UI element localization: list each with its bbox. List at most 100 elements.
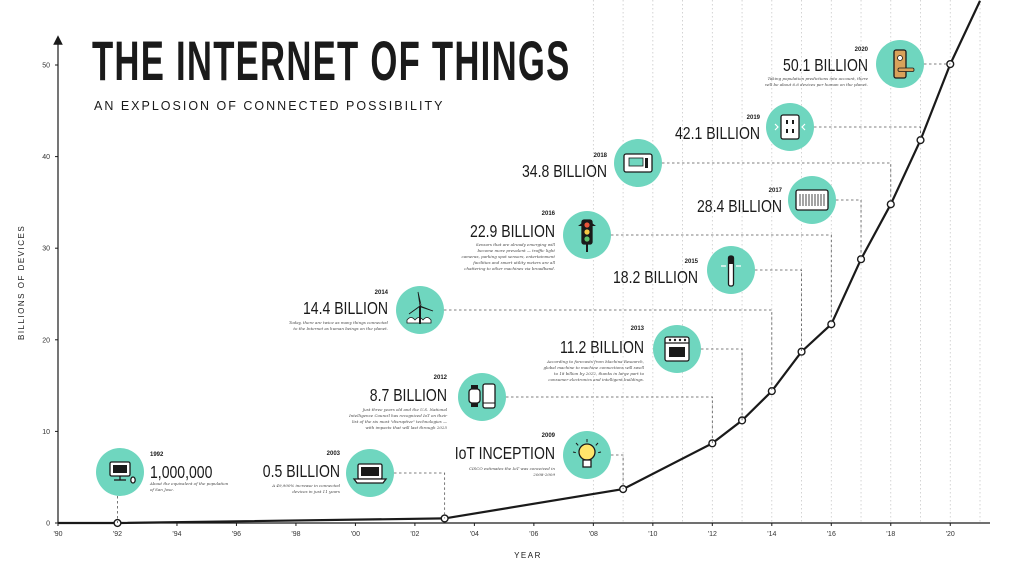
oven-icon xyxy=(664,336,690,362)
y-tick-label: 10 xyxy=(42,429,50,436)
x-tick-label: '16 xyxy=(827,531,836,538)
annotation-description: become more prevalent — traffic light xyxy=(478,248,556,253)
data-point xyxy=(708,439,717,448)
x-tick-label: '96 xyxy=(232,531,241,538)
x-tick-label: '08 xyxy=(589,531,598,538)
leader-line xyxy=(755,269,802,352)
thermostat-icon xyxy=(623,153,653,173)
y-tick-label: 20 xyxy=(42,337,50,344)
leader-line xyxy=(836,199,862,260)
annotation-description: Just three years old and the U.S. Nation… xyxy=(362,407,448,412)
air-conditioner-icon xyxy=(795,189,829,211)
annotation-year: 2014 xyxy=(375,290,389,296)
x-tick-label: '98 xyxy=(291,531,300,538)
x-tick-label: '12 xyxy=(708,531,717,538)
series-line xyxy=(58,0,981,525)
leader-line xyxy=(394,472,446,519)
annotation-2017: 2017 28.4 BILLION xyxy=(697,176,862,260)
annotation-description: list of the six most "disruptive" techno… xyxy=(352,419,447,424)
annotation-value: 11.2 BILLION xyxy=(560,337,644,357)
smartwatch-phone-icon xyxy=(468,383,496,409)
toothbrush-icon xyxy=(721,255,741,287)
x-tick-label: '18 xyxy=(886,531,895,538)
annotation-value: 18.2 BILLION xyxy=(613,267,698,287)
x-tick-label: '94 xyxy=(172,531,181,538)
annotation-value: 34.8 BILLION xyxy=(522,161,607,181)
y-tick-label: 50 xyxy=(42,63,50,70)
annotation-description: chattering to other machines via broadba… xyxy=(464,266,555,271)
annotation-description: devices in just 11 years xyxy=(292,489,340,494)
annotation-description: A 49,900% increase in connected xyxy=(271,483,340,488)
x-tick-label: '14 xyxy=(767,531,776,538)
annotation-description: According to forecasts from Machina Rese… xyxy=(546,359,644,364)
annotation-2015: 2015 18.2 BILLION xyxy=(613,246,802,352)
annotation-year: 2003 xyxy=(327,451,341,457)
leader-line xyxy=(611,234,832,325)
y-axis-label: BILLIONS OF DEVICES xyxy=(17,225,26,340)
x-tick-label: '90 xyxy=(53,531,62,538)
leader-line xyxy=(444,309,773,392)
annotation-description: CISCO estimates the IoT was conceived in xyxy=(469,466,556,471)
annotation-year: 2012 xyxy=(434,375,448,381)
annotation-value: 22.9 BILLION xyxy=(470,221,555,241)
x-axis-ticks: '90 '92 '94 '96 '98 '00 '02 '04 '06 '08 '10 '12 '14 '… xyxy=(53,523,955,538)
computer-icon xyxy=(109,461,136,484)
annotation-description: to the Internet as human beings on the p… xyxy=(293,326,388,331)
x-tick-label: '04 xyxy=(470,531,479,538)
annotation-value: 8.7 BILLION xyxy=(370,385,447,405)
traffic-light-icon xyxy=(578,219,596,252)
x-tick-label: '02 xyxy=(410,531,419,538)
annotation-year: 2018 xyxy=(594,153,608,159)
chart-subtitle: AN EXPLOSION OF CONNECTED POSSIBILITY xyxy=(94,99,444,113)
annotation-year: 2009 xyxy=(542,433,556,439)
lightbulb-icon xyxy=(572,439,602,468)
icon-badge xyxy=(458,373,506,421)
x-tick-label: '06 xyxy=(529,531,538,538)
annotation-description: About the equivalent of the population xyxy=(149,481,229,486)
annotation-description: consumer electronics and intelligent bui… xyxy=(548,377,644,382)
annotation-year: 2017 xyxy=(769,188,783,194)
annotation-description: facilities and smart utility meters are … xyxy=(472,260,555,265)
annotation-value: 0.5 BILLION xyxy=(263,461,340,481)
annotation-2013: 2013 11.2 BILLION According to forecasts f… xyxy=(543,325,743,421)
leader-line xyxy=(814,126,921,141)
x-tick-label: '00 xyxy=(351,531,360,538)
annotation-year: 2013 xyxy=(631,326,645,332)
y-tick-label: 0 xyxy=(46,521,50,528)
leader-line xyxy=(701,348,743,421)
annotation-year: 2020 xyxy=(855,47,869,53)
annotation-2003: 2003 0.5 BILLION A 49,900% increase in con… xyxy=(263,449,446,519)
laptop-icon xyxy=(352,463,388,484)
chart-title: THE INTERNET OF THINGS xyxy=(92,30,571,93)
annotation-description: of San Jose. xyxy=(150,487,174,492)
annotation-value: 14.4 BILLION xyxy=(303,298,388,318)
annotation-description: Today, there are twice as many things co… xyxy=(289,320,389,325)
annotation-description: 2008-2009 xyxy=(532,472,555,477)
annotation-value: 42.1 BILLION xyxy=(675,123,760,143)
smart-outlet-icon xyxy=(774,114,806,140)
annotation-description: Taking population predictions into accou… xyxy=(768,76,869,81)
annotation-value: 50.1 BILLION xyxy=(783,55,868,75)
annotation-2009: 2009 IoT INCEPTION CISCO estimates the IoT… xyxy=(455,431,624,490)
data-point xyxy=(797,347,806,356)
annotation-description: cameras, parking spot sensors, entertain… xyxy=(461,254,555,259)
y-tick-label: 30 xyxy=(42,246,50,253)
leader-line xyxy=(662,162,892,205)
annotation-value: 28.4 BILLION xyxy=(697,196,782,216)
annotation-description: will be about 6.6 devices per human on t… xyxy=(765,82,868,87)
annotation-value: IoT INCEPTION xyxy=(455,443,555,463)
annotation-description: to 18 billion by 2022, thanks in large p… xyxy=(554,371,645,376)
y-axis-ticks: 0 10 20 30 40 50 xyxy=(42,63,58,528)
annotation-year: 2016 xyxy=(542,211,556,217)
x-tick-label: '20 xyxy=(946,531,955,538)
annotation-year: 1992 xyxy=(150,452,164,458)
leader-line xyxy=(506,396,713,444)
annotation-description: Intelligence Council has recognized IoT … xyxy=(348,413,448,418)
smart-lock-icon xyxy=(893,49,915,79)
x-tick-label: '10 xyxy=(648,531,657,538)
